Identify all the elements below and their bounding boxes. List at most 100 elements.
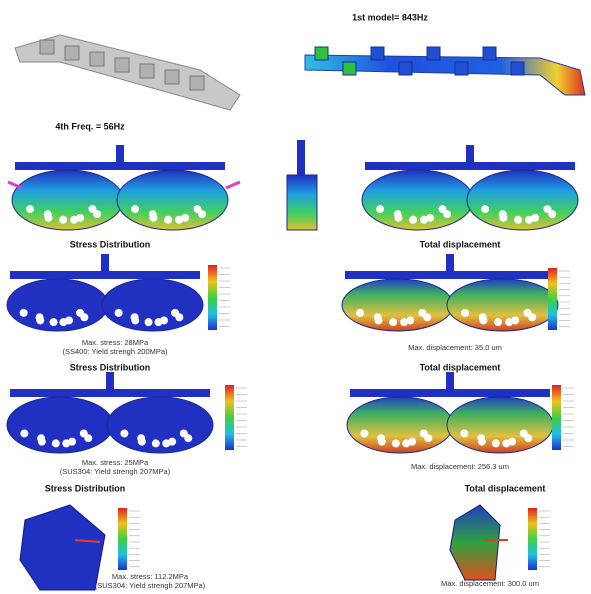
mode-shape-hole: [26, 205, 34, 213]
mode-shape-hole: [481, 205, 489, 213]
stress-caption: (SUS304: Yield strengh 207MPa): [95, 581, 206, 590]
stress-plot-hole: [131, 313, 139, 321]
mode-label: 4th Freq. = 56Hz: [55, 121, 125, 131]
displacement-plot: [450, 505, 500, 580]
displacement-plot-hole: [492, 439, 500, 447]
color-legend: [548, 268, 557, 330]
beam-block: [343, 62, 356, 75]
mode-shape-hole: [198, 210, 206, 218]
mode-shape: [362, 170, 473, 230]
color-legend: [208, 265, 217, 330]
stress-plot-post: [101, 254, 109, 274]
displacement-title: Total displacement: [465, 483, 546, 493]
displacement-plot-hole: [502, 439, 510, 447]
mode-shape-hole: [514, 216, 522, 224]
displacement-plot-hole: [402, 439, 410, 447]
mode-shape-post: [466, 145, 474, 165]
displacement-plot-hole: [528, 313, 536, 321]
displacement-plot: [342, 279, 453, 331]
stress-plot: [107, 397, 213, 453]
mode-shape-hole: [548, 210, 556, 218]
mode-shape-hole: [525, 216, 533, 224]
mode-shape-hole: [70, 216, 78, 224]
stress-plot: [102, 279, 203, 331]
displacement-plot-post: [446, 372, 454, 392]
stress-plot-hole: [50, 318, 58, 326]
stress-plot-hole: [162, 439, 170, 447]
stress-caption: (SUS304: Yield strengh 207MPa): [60, 467, 171, 476]
displacement-plot-hole: [374, 313, 382, 321]
displacement-plot-hole: [477, 434, 485, 442]
stress-title: Stress Distribution: [70, 239, 151, 249]
stress-plot-hole: [152, 439, 160, 447]
displacement-plot-hole: [505, 318, 513, 326]
stress-plot-hole: [52, 439, 60, 447]
cad-block: [65, 46, 79, 60]
mode-shape-hole: [93, 210, 101, 218]
displacement-plot: [447, 279, 558, 331]
mode-side: [287, 175, 317, 230]
stress-plot-hole: [80, 313, 88, 321]
stress-title: Stress Distribution: [70, 362, 151, 372]
mode-shape: [117, 170, 228, 230]
displacement-plot-hole: [494, 318, 502, 326]
displacement-plot-hole: [423, 313, 431, 321]
cad-block: [40, 40, 54, 54]
stress-caption: Max. stress: 28MPa: [82, 338, 149, 347]
displacement-caption: Max. displacement: 35.0 um: [408, 343, 502, 352]
mode-shape-hole: [443, 210, 451, 218]
displacement-caption: Max. displacement: 256.3 um: [411, 462, 509, 471]
beam-block: [371, 47, 384, 60]
mode-shape-hole: [131, 205, 139, 213]
stress-plot-post: [106, 372, 114, 392]
displacement-plot: [347, 397, 453, 453]
mode-shape-hole: [376, 205, 384, 213]
stress-plot-hole: [145, 318, 153, 326]
beam-block: [511, 62, 524, 75]
beam-block: [455, 62, 468, 75]
cad-block: [140, 64, 154, 78]
displacement-plot-hole: [424, 434, 432, 442]
displacement-plot-hole: [460, 429, 468, 437]
displacement-plot-hole: [377, 434, 385, 442]
stress-plot-hole: [184, 434, 192, 442]
displacement-caption: Max. displacement: 300.0 um: [441, 579, 539, 588]
cad-block: [90, 52, 104, 66]
displacement-plot-hole: [389, 318, 397, 326]
displacement-title: Total displacement: [420, 239, 501, 249]
stress-plot-hole: [175, 313, 183, 321]
displacement-plot-hole: [524, 434, 532, 442]
mode-shape-hole: [394, 210, 402, 218]
color-legend: [118, 508, 127, 570]
mode-side-top: [297, 140, 305, 175]
stress-plot-hole: [37, 434, 45, 442]
mode-shape-hole: [164, 216, 172, 224]
mode-shape-hole: [149, 210, 157, 218]
mode-shape-hole: [59, 216, 67, 224]
cad-block: [115, 58, 129, 72]
mode-shape: [12, 170, 123, 230]
cad-block: [190, 76, 204, 90]
figure: 1st model= 843Hz 4th Freq. = 56Hz Stress…: [0, 0, 591, 594]
stress-plot: [7, 279, 108, 331]
beam-block: [483, 47, 496, 60]
displacement-title: Total displacement: [420, 362, 501, 372]
arrow: [226, 182, 240, 188]
stress-plot-hole: [115, 309, 123, 317]
stress-plot-hole: [36, 313, 44, 321]
stress-caption: Max. stress: 25MPa: [82, 458, 149, 467]
stress-plot-hole: [154, 318, 162, 326]
mode-shape-hole: [44, 210, 52, 218]
beam-block: [315, 47, 328, 60]
beam-block: [427, 47, 440, 60]
stress-plot-hole: [62, 439, 70, 447]
displacement-plot: [447, 397, 553, 453]
mode-shape-post: [116, 145, 124, 165]
mode-shape: [467, 170, 578, 230]
beam-block: [399, 62, 412, 75]
stress-plot: [7, 397, 113, 453]
displacement-plot-hole: [400, 318, 408, 326]
displacement-plot-hole: [479, 313, 487, 321]
stress-plot-hole: [20, 309, 28, 317]
cad-block: [165, 70, 179, 84]
